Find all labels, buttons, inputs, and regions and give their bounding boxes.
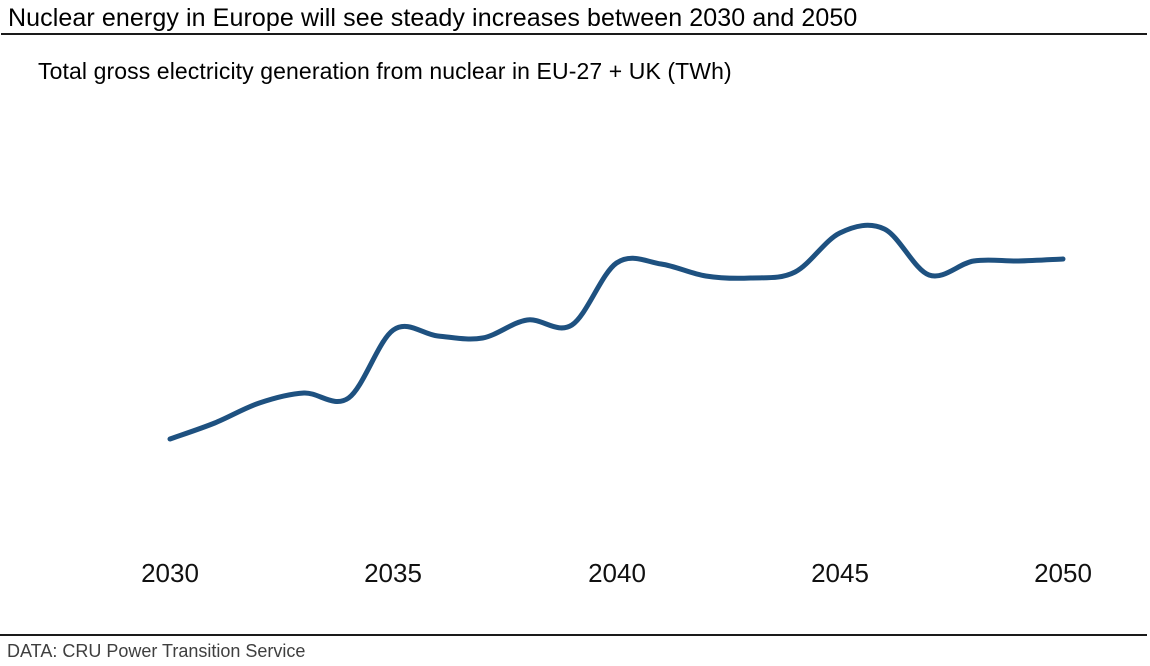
page-title: Nuclear energy in Europe will see steady… [8, 4, 858, 32]
nuclear-series-line [167, 222, 1066, 442]
chart-subtitle: Total gross electricity generation from … [38, 58, 732, 84]
x-tick-2035: 2035 [364, 558, 422, 588]
data-source: DATA: CRU Power Transition Service [7, 641, 306, 661]
footer-divider [0, 634, 1147, 636]
x-tick-2040: 2040 [588, 558, 646, 588]
x-tick-2050: 2050 [1034, 558, 1092, 588]
x-tick-2030: 2030 [141, 558, 199, 588]
title-divider [1, 33, 1147, 35]
x-tick-2045: 2045 [811, 558, 869, 588]
